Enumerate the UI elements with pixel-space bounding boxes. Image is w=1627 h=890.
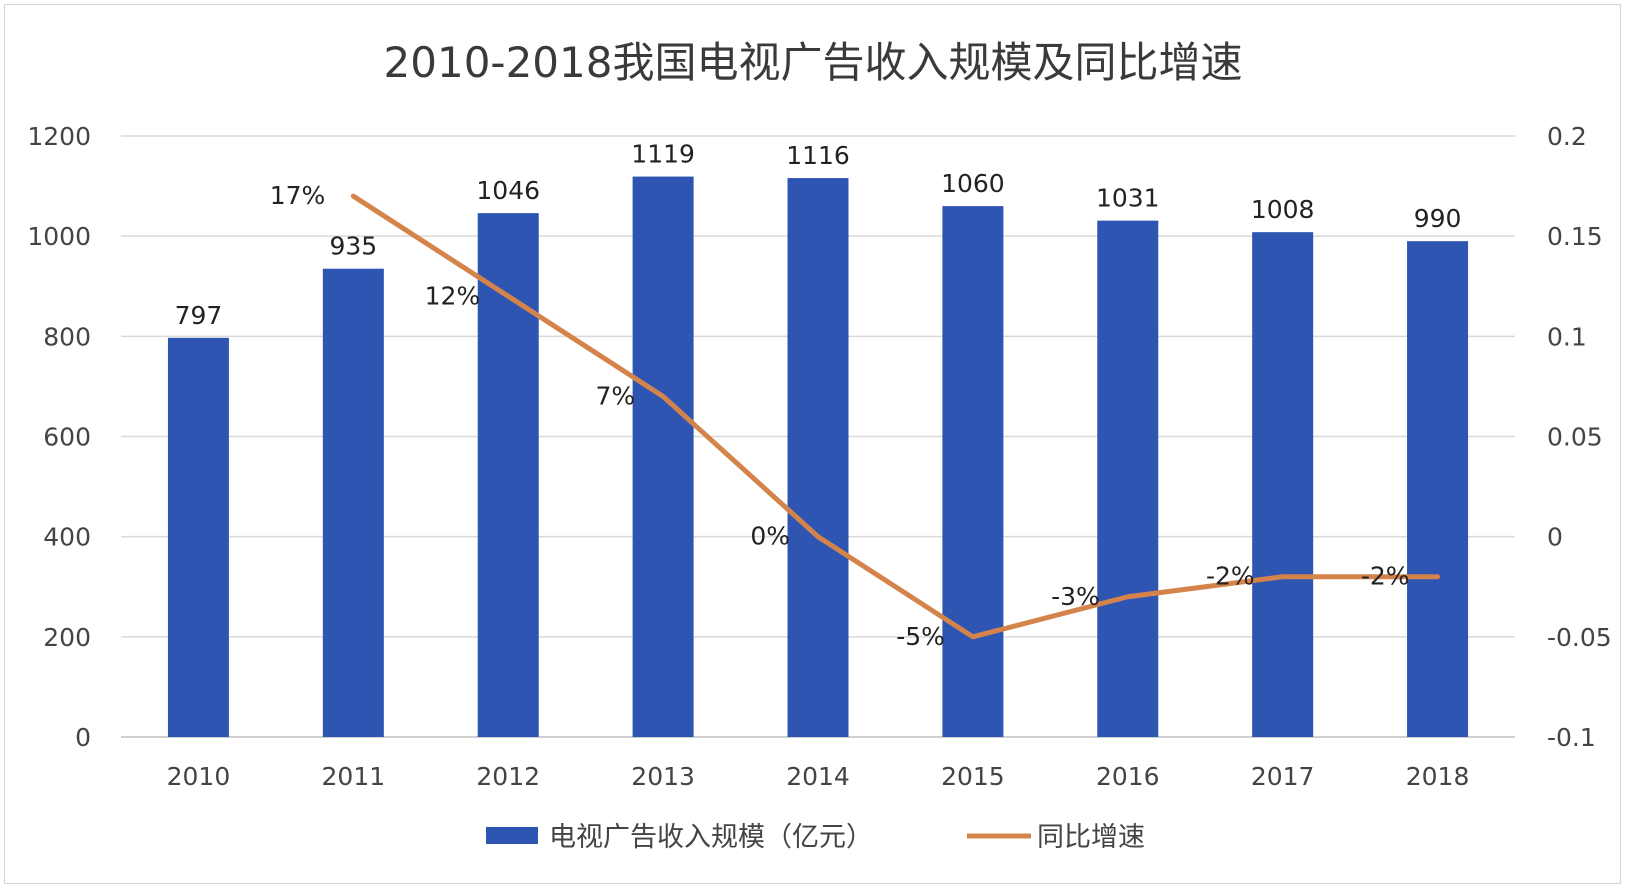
- line-value-label: 17%: [270, 181, 326, 210]
- x-tick-label: 2017: [1251, 762, 1315, 791]
- bar-value-label: 1060: [941, 169, 1005, 198]
- x-axis: 2010 2011 2012 2013 2014 2015 2016 2017 2018: [167, 762, 1470, 791]
- bar: [477, 213, 539, 738]
- bar-series: [167, 176, 1469, 738]
- left-tick-label: 1200: [27, 122, 91, 151]
- legend-line-label: 同比增速: [1037, 822, 1145, 853]
- bar: [1407, 241, 1469, 738]
- bar: [632, 176, 694, 737]
- bar: [787, 178, 849, 737]
- x-tick-label: 2016: [1096, 762, 1160, 791]
- right-tick-label: 0: [1547, 523, 1563, 552]
- left-tick-label: 800: [43, 322, 91, 351]
- bar: [1097, 220, 1159, 737]
- left-tick-label: 600: [43, 423, 91, 452]
- line-value-label: 0%: [750, 522, 790, 551]
- bar-value-label: 1008: [1251, 195, 1315, 224]
- bar: [167, 337, 229, 737]
- bar: [322, 268, 384, 737]
- right-tick-label: -0.05: [1547, 623, 1612, 652]
- chart-title: 2010-2018我国电视广告收入规模及同比增速: [384, 38, 1243, 87]
- line-value-label: -3%: [1051, 582, 1100, 611]
- bar-value-label: 1119: [631, 140, 695, 169]
- bar-value-label: 1031: [1096, 184, 1160, 213]
- x-tick-label: 2011: [322, 762, 386, 791]
- combo-chart: 2010-2018我国电视广告收入规模及同比增速 0 200 400 600 800 10…: [27, 38, 1612, 853]
- x-tick-label: 2013: [631, 762, 695, 791]
- line-value-label: 12%: [425, 281, 481, 310]
- bar: [1252, 232, 1314, 737]
- x-tick-label: 2012: [476, 762, 540, 791]
- right-y-axis: -0.1 -0.05 0 0.05 0.1 0.15 0.2: [1547, 122, 1612, 752]
- line-value-label: -5%: [896, 622, 945, 651]
- left-tick-label: 400: [43, 523, 91, 552]
- line-value-label: -2%: [1206, 562, 1255, 591]
- x-tick-label: 2015: [941, 762, 1005, 791]
- line-data-labels: 17% 12% 7% 0% -5% -3% -2% -2%: [270, 181, 1410, 651]
- x-tick-label: 2018: [1406, 762, 1470, 791]
- left-tick-label: 0: [75, 723, 91, 752]
- left-tick-label: 200: [43, 623, 91, 652]
- line-value-label: -2%: [1361, 562, 1410, 591]
- x-tick-label: 2014: [786, 762, 850, 791]
- bar-value-label: 990: [1414, 204, 1462, 233]
- legend-bar-swatch: [486, 827, 538, 844]
- bar-data-labels: 797 935 1046 1119 1116 1060 1031 1008 990: [175, 140, 1462, 330]
- left-tick-label: 1000: [27, 222, 91, 251]
- chart-frame: 2010-2018我国电视广告收入规模及同比增速 0 200 400 600 800 10…: [4, 4, 1621, 884]
- line-value-label: 7%: [595, 381, 635, 410]
- right-tick-label: 0.15: [1547, 222, 1603, 251]
- legend-bar-label: 电视广告收入规模（亿元）: [549, 822, 873, 853]
- x-tick-label: 2010: [167, 762, 231, 791]
- right-tick-label: 0.1: [1547, 322, 1587, 351]
- bar: [942, 206, 1004, 737]
- bar-value-label: 1046: [476, 176, 540, 205]
- right-tick-label: -0.1: [1547, 723, 1596, 752]
- bar-value-label: 797: [175, 301, 223, 330]
- bar-value-label: 1116: [786, 141, 850, 170]
- line-series: [350, 193, 1441, 640]
- left-y-axis: 0 200 400 600 800 1000 1200: [27, 122, 91, 752]
- growth-line: [350, 193, 1441, 640]
- legend: 电视广告收入规模（亿元） 同比增速: [486, 822, 1145, 853]
- right-tick-label: 0.2: [1547, 122, 1587, 151]
- bar-value-label: 935: [329, 232, 377, 261]
- right-tick-label: 0.05: [1547, 423, 1603, 452]
